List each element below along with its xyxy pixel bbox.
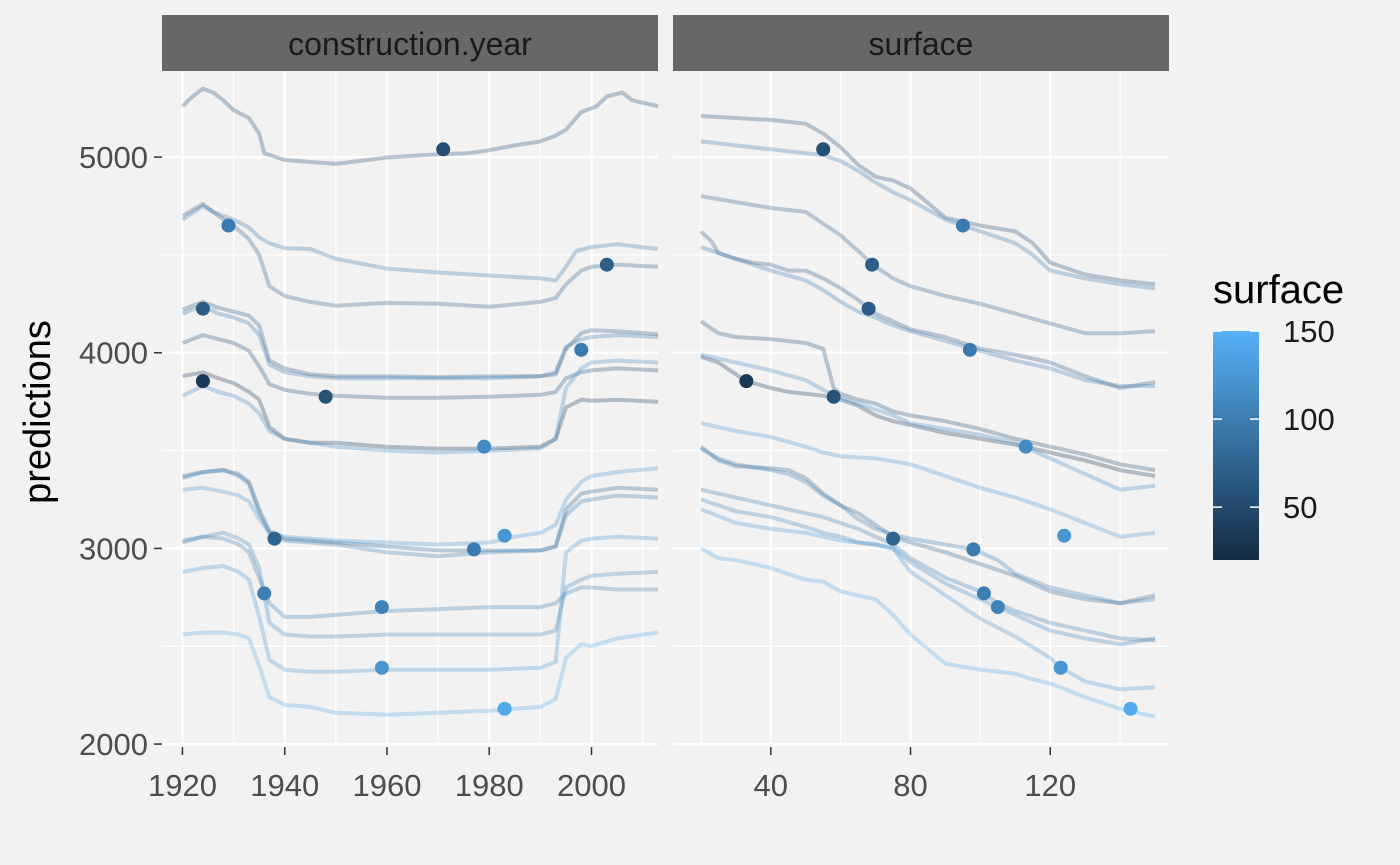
- legend-ticks: 50 100 150: [1213, 314, 1335, 525]
- x-axis-ticks: 40 80 120: [754, 747, 1076, 803]
- observation-point: [1123, 701, 1138, 716]
- x-tick-label: 40: [754, 768, 788, 803]
- x-tick-label: 120: [1024, 768, 1076, 803]
- profile-line: [181, 333, 659, 400]
- profile-line: [181, 202, 659, 309]
- profile-line: [699, 546, 1156, 719]
- observation-point: [318, 389, 333, 404]
- profile-line: [181, 468, 659, 553]
- panel-construction-year: construction.year 1920 1940 1960 1980 2000: [148, 15, 659, 803]
- profile-line: [181, 299, 659, 380]
- profile-lines: [699, 114, 1156, 719]
- observation-point: [466, 542, 481, 557]
- observation-point: [195, 301, 210, 316]
- profile-line: [699, 446, 1156, 606]
- y-tick-label: 5000: [79, 140, 148, 175]
- gridlines: [162, 71, 658, 747]
- observation-point: [574, 342, 589, 357]
- x-axis-ticks: 1920 1940 1960 1980 2000: [148, 747, 626, 803]
- profile-line: [700, 421, 1156, 539]
- legend-tick-label: 100: [1283, 402, 1335, 437]
- profile-line: [700, 114, 1156, 287]
- profile-line: [181, 303, 659, 381]
- strip-label: construction.year: [288, 26, 532, 62]
- observation-point: [990, 600, 1005, 615]
- panel-surface: surface 40 80 120: [673, 15, 1169, 803]
- profile-line: [700, 245, 1155, 388]
- panel-area: [673, 71, 1169, 747]
- profile-line: [700, 352, 1156, 492]
- profile-line: [699, 319, 1156, 473]
- profile-line: [182, 468, 659, 559]
- legend: surface 50 100 150: [1213, 268, 1344, 560]
- legend-colorbar: [1213, 331, 1259, 560]
- observation-point: [497, 528, 512, 543]
- profile-line: [699, 229, 1156, 390]
- observation-points: [739, 142, 1138, 716]
- observation-point: [267, 531, 282, 546]
- strip-label: surface: [869, 26, 974, 62]
- y-tick-label: 3000: [79, 531, 148, 566]
- observation-point: [374, 600, 389, 615]
- observation-point: [739, 374, 754, 389]
- observation-point: [826, 389, 841, 404]
- profile-line: [700, 194, 1156, 336]
- observation-point: [599, 257, 614, 272]
- legend-tick-label: 50: [1283, 490, 1317, 525]
- panel-area: [162, 71, 658, 747]
- profile-line: [182, 630, 659, 717]
- observation-point: [962, 342, 977, 357]
- profile-line: [181, 534, 658, 619]
- profile-line: [182, 530, 659, 639]
- profile-line: [182, 370, 659, 451]
- observation-point: [497, 701, 512, 716]
- profile-line: [181, 86, 659, 166]
- observation-point: [221, 218, 236, 233]
- observation-point: [257, 586, 272, 601]
- observation-point: [1057, 528, 1072, 543]
- legend-tick-label: 150: [1283, 314, 1335, 349]
- profile-line: [699, 445, 1156, 606]
- strip-construction-year: [162, 15, 658, 71]
- observation-point: [1018, 439, 1033, 454]
- y-tick-label: 4000: [79, 336, 148, 371]
- observation-point: [1053, 660, 1068, 675]
- observation-point: [195, 374, 210, 389]
- observation-points: [195, 142, 614, 716]
- profile-line: [182, 534, 659, 674]
- observation-point: [865, 257, 880, 272]
- profile-lines: [181, 86, 659, 717]
- y-axis-title: predictions: [17, 320, 59, 504]
- observation-point: [861, 301, 876, 316]
- observation-point: [436, 142, 451, 157]
- observation-point: [955, 218, 970, 233]
- x-tick-label: 2000: [557, 768, 626, 803]
- y-axis-ticks: 2000 3000 4000 5000: [79, 140, 162, 762]
- observation-point: [976, 586, 991, 601]
- x-tick-label: 1940: [250, 768, 319, 803]
- x-tick-label: 1980: [455, 768, 524, 803]
- profile-line: [181, 358, 659, 455]
- profile-line: [181, 204, 659, 283]
- observation-point: [886, 531, 901, 546]
- observation-point: [816, 142, 831, 157]
- x-tick-label: 1920: [148, 768, 217, 803]
- y-tick-label: 2000: [79, 727, 148, 762]
- profile-line: [700, 497, 1156, 647]
- x-tick-label: 80: [893, 768, 927, 803]
- legend-title: surface: [1213, 268, 1344, 312]
- profile-line: [700, 487, 1156, 643]
- observation-point: [966, 542, 981, 557]
- observation-point: [477, 439, 492, 454]
- x-tick-label: 1960: [353, 768, 422, 803]
- strip-surface: [673, 15, 1169, 71]
- gridlines: [673, 71, 1169, 747]
- profile-line: [182, 466, 659, 547]
- observation-point: [374, 660, 389, 675]
- profile-line: [700, 139, 1156, 291]
